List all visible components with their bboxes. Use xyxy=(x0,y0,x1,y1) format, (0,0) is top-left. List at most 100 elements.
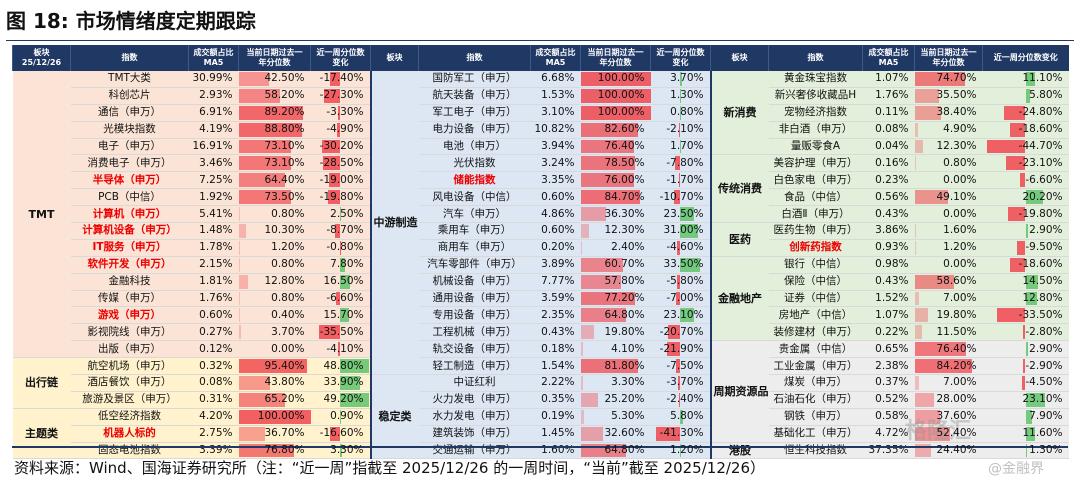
turnover-ma5: 0.23% xyxy=(862,171,915,190)
table-row: 出行链 航空机场（申万） 0.32% 95.40% 48.80% 轻工制造（申万） 1.54… xyxy=(12,357,1069,409)
percentile-cell: 89.20% xyxy=(238,104,311,122)
index-name: 军工电子（申万） xyxy=(418,104,531,122)
weekly-change-cell: -9.50% xyxy=(982,239,1069,257)
turnover-ma5: 2.35% xyxy=(530,306,581,325)
turnover-ma5: 0.37% xyxy=(862,374,915,392)
percentile-value: 74.70% xyxy=(936,72,977,85)
change-value: -7.00% xyxy=(666,292,704,305)
turnover-ma5: 2.22% xyxy=(530,374,581,392)
percentile-value: 38.40% xyxy=(936,106,977,119)
turnover-ma5: 7.25% xyxy=(188,171,239,190)
index-name: 贵金属（中信） xyxy=(768,340,863,359)
weekly-change-cell: -27.30% xyxy=(310,87,371,105)
index-name: 金融科技 xyxy=(70,273,189,291)
table-row: 金融科技 1.81% 12.80% 16.50% 机械设备（申万） 7.77% 57.80%… xyxy=(13,273,1069,291)
change-bar-positive xyxy=(340,359,369,374)
change-value: 2.90% xyxy=(1029,342,1063,355)
percentile-bar xyxy=(580,426,604,441)
percentile-cell: 84.20% xyxy=(914,357,983,376)
turnover-ma5: 0.11% xyxy=(862,104,915,122)
index-name: 恒生科技指数 xyxy=(768,442,863,460)
weekly-change-cell: -23.10% xyxy=(982,154,1069,173)
index-name: 宠物经济指数 xyxy=(768,104,863,122)
index-name: 白酒Ⅱ（申万） xyxy=(768,205,863,224)
header-chg-left: 近一周分位数 变化 xyxy=(310,45,371,71)
weekly-change-cell: -24.80% xyxy=(982,104,1069,122)
change-bar-negative xyxy=(675,291,680,306)
change-bar-positive xyxy=(680,207,694,222)
weekly-change-cell: -4.50% xyxy=(982,374,1069,392)
percentile-cell: 74.70% xyxy=(914,71,983,88)
change-bar-positive xyxy=(1025,409,1033,424)
change-value: -4.90% xyxy=(326,123,364,136)
percentile-value: 7.00% xyxy=(943,292,977,305)
index-name: 风电设备（中信） xyxy=(418,188,531,207)
change-bar-negative xyxy=(667,325,680,340)
change-value: 0.80% xyxy=(670,106,704,119)
turnover-ma5: 1.76% xyxy=(188,290,239,308)
header-turnover-left: 成交额占比 MA5 xyxy=(188,45,239,71)
sector-label: 传统消费 xyxy=(709,154,769,224)
change-value: 48.80% xyxy=(323,359,364,372)
turnover-ma5: 10.82% xyxy=(530,121,581,139)
weekly-change-cell: 5.80% xyxy=(982,87,1069,105)
table-row: 计算机（申万） 5.41% 0.80% 2.50% 汽车（申万） 4.86% 36.30% 2… xyxy=(13,205,1069,224)
turnover-ma5: 3.10% xyxy=(530,104,581,122)
change-bar-negative xyxy=(338,105,340,120)
weekly-change-cell: 15.70% xyxy=(310,306,371,325)
turnover-ma5: 3.35% xyxy=(530,171,581,190)
change-bar-negative xyxy=(1023,325,1026,340)
percentile-bar xyxy=(914,156,916,171)
change-bar-negative xyxy=(1023,359,1026,374)
index-name: 证券（中信） xyxy=(768,290,863,308)
percentile-bar xyxy=(238,88,281,103)
change-bar-negative xyxy=(323,156,340,171)
turnover-ma5: 0.43% xyxy=(862,205,915,224)
index-name: 低空经济指数 xyxy=(70,408,189,426)
index-name: 科创芯片 xyxy=(70,87,189,105)
percentile-bar xyxy=(580,291,635,306)
percentile-cell: 0.00% xyxy=(914,171,983,190)
sector-label: 医药 xyxy=(709,222,769,257)
table-row: 消费电子（申万） 3.46% 73.10% -28.50% 光伏指数 3.24% 78.50… xyxy=(13,154,1069,224)
index-name: 影视院线（申万） xyxy=(70,323,189,342)
percentile-value: 4.90% xyxy=(943,123,977,136)
percentile-value: 60.70% xyxy=(604,258,645,271)
change-value: -33.50% xyxy=(1018,308,1063,321)
weekly-change-cell: 2.90% xyxy=(982,340,1069,359)
percentile-cell: 1.20% xyxy=(914,239,983,257)
sector-label: TMT xyxy=(12,71,71,359)
percentile-bar xyxy=(238,325,242,340)
weekly-change-cell: -16.60% xyxy=(310,425,371,443)
weekly-change-cell: 31.00% xyxy=(650,222,711,240)
percentile-cell: 49.10% xyxy=(914,188,983,207)
percentile-value: 3.70% xyxy=(271,325,305,338)
percentile-cell: 100.00% xyxy=(580,104,651,122)
header-chg-mid: 近一周分位数 变化 xyxy=(650,45,711,71)
change-bar-negative xyxy=(1004,105,1026,120)
change-bar-positive xyxy=(1025,342,1028,357)
percentile-cell: 36.30% xyxy=(580,205,651,224)
turnover-ma5: 0.60% xyxy=(188,306,239,325)
percentile-cell: 35.50% xyxy=(914,87,983,105)
weekly-change-cell: -6.60% xyxy=(982,171,1069,190)
change-value: 23.10% xyxy=(1022,393,1063,406)
turnover-ma5: 0.65% xyxy=(862,340,915,359)
percentile-value: 12.30% xyxy=(604,224,645,237)
percentile-bar xyxy=(238,240,240,255)
index-name: 火力发电（申万） xyxy=(418,391,531,409)
table-row: 机器人标的 2.75% 36.70% -16.60% 建筑装饰（申万） 1.45% 32.6… xyxy=(13,425,1069,443)
table-row: IT服务（申万） 1.78% 1.20% -0.80% 商用车（申万） 0.20% 2.40… xyxy=(13,239,1069,257)
change-value: -19.00% xyxy=(319,173,364,186)
weekly-change-cell: -1.70% xyxy=(650,171,711,190)
weekly-change-cell: -2.40% xyxy=(650,391,711,409)
percentile-value: 37.60% xyxy=(936,410,977,423)
turnover-ma5: 3.46% xyxy=(188,154,239,173)
weekly-change-cell: 23.10% xyxy=(650,306,711,325)
weekly-change-cell: 16.50% xyxy=(310,273,371,291)
change-value: 33.90% xyxy=(323,376,364,389)
change-value: -19.80% xyxy=(1018,207,1063,220)
percentile-value: 84.20% xyxy=(936,359,977,372)
weekly-change-cell: -30.20% xyxy=(310,138,371,156)
turnover-ma5: 5.41% xyxy=(188,205,239,224)
